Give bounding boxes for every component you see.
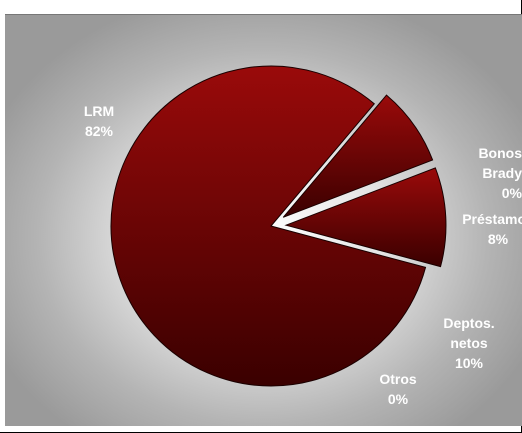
- pie-slice-pr-stamos: [282, 94, 434, 218]
- slice-label-lrm: LRM 82%: [84, 103, 114, 139]
- slice-label-bonos: Bonos Brady 0%: [478, 145, 522, 201]
- slice-label-otros: Otros 0%: [379, 371, 417, 407]
- slice-label-pr-stamos: Préstamos8%: [462, 211, 522, 247]
- pie-slice-deptos-: [284, 167, 447, 268]
- pie-slice-lrm: [110, 65, 427, 387]
- slice-label-deptos-: Deptos. netos 10%: [443, 315, 494, 371]
